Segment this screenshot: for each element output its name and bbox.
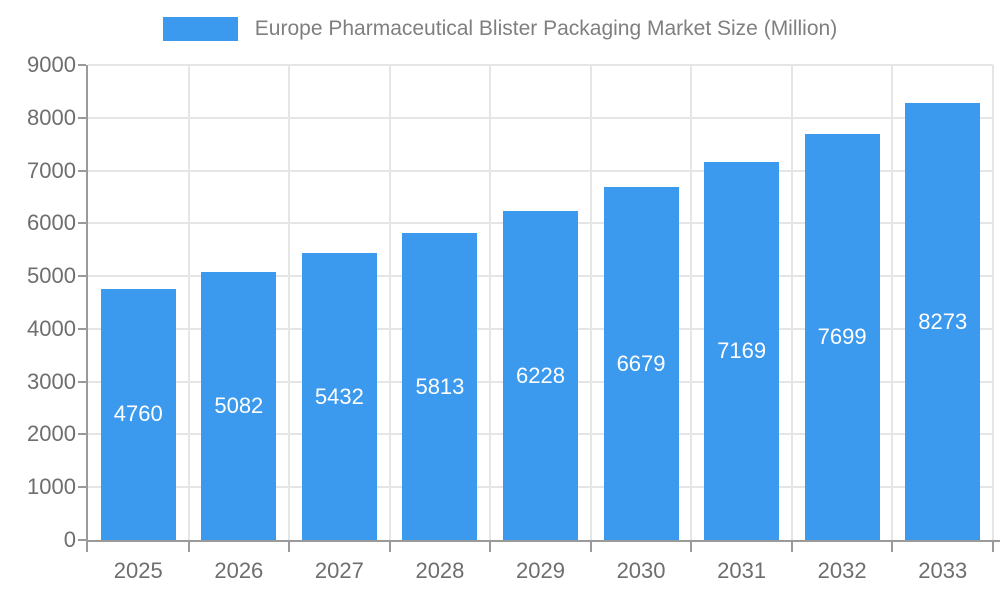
x-tick-label: 2033 [918,558,968,583]
y-tick [78,380,86,383]
bar[interactable]: 5813 [402,233,478,540]
y-tick [78,116,86,119]
y-tick-label: 7000 [27,157,76,183]
bar-value-label: 6679 [616,350,666,376]
bar-value-label: 8273 [918,308,968,334]
bar[interactable]: 5082 [201,271,277,540]
bar-value-label: 5082 [214,392,264,418]
bar[interactable]: 7699 [804,133,880,540]
x-tick [589,540,592,552]
x-tick-label: 2032 [817,558,867,583]
bar[interactable]: 7169 [704,161,780,540]
bar-value-label: 4760 [113,401,163,427]
x-tick-label: 2028 [415,558,465,583]
y-tick-label: 9000 [27,52,76,77]
x-axis-line [86,540,1000,542]
v-gridline [992,65,994,540]
x-tick-label: 2027 [314,558,364,583]
bar[interactable]: 4760 [100,288,176,540]
bar[interactable]: 6679 [603,187,679,540]
legend-swatch [162,17,238,41]
h-gridline [88,116,993,119]
x-tick [86,540,88,552]
y-tick-label: 4000 [27,315,76,341]
v-gridline [288,65,291,540]
plot-area: 0 1000 2000 3000 4000 5000 6000 7000 8000 9000 476… [27,52,1000,583]
y-tick-label: 6000 [27,210,76,236]
x-tick-label: 2030 [616,558,666,583]
y-tick-label: 8000 [27,104,76,130]
y-tick [78,64,86,66]
x-tick-label: 2029 [516,558,565,583]
v-gridline [489,65,492,540]
y-tick-label: 5000 [27,263,76,289]
bar-value-label: 5813 [415,373,465,399]
bar[interactable]: 5432 [301,253,377,540]
bar[interactable]: 6228 [503,211,578,540]
bar-value-label: 7169 [717,337,767,363]
x-tick [288,540,291,552]
bar-value-label: 7699 [817,323,867,349]
x-tick [388,540,391,552]
v-gridline [790,65,793,540]
v-gridline [187,65,190,540]
legend-label: Europe Pharmaceutical Blister Packaging … [254,17,838,40]
y-axis-line [86,65,88,540]
y-tick [78,327,86,330]
y-tick-label: 3000 [27,368,76,394]
bar[interactable]: 8273 [905,103,981,540]
y-tick [78,539,86,541]
x-tick-label: 2031 [717,558,767,583]
x-tick [992,540,994,552]
y-tick-label: 1000 [27,474,76,500]
x-tick [690,540,693,552]
y-tick-label: 2000 [27,421,76,447]
y-tick [78,433,86,436]
x-tick [187,540,190,552]
x-tick-label: 2026 [214,558,264,583]
v-gridline [388,65,391,540]
x-tick [489,540,492,552]
v-gridline [690,65,693,540]
h-gridline [88,64,993,66]
x-tick [891,540,894,552]
y-tick [78,169,86,172]
x-tick-label: 2025 [113,558,163,583]
y-tick [78,486,86,489]
y-tick [78,275,86,278]
bar-value-label: 6228 [516,362,565,388]
y-tick-label: 0 [63,527,76,552]
x-tick [790,540,793,552]
chart-legend[interactable]: Europe Pharmaceutical Blister Packaging … [0,15,1000,43]
h-gridline [88,169,993,172]
bar-value-label: 5432 [314,383,364,409]
v-gridline [589,65,592,540]
v-gridline [891,65,894,540]
y-tick [78,222,86,225]
